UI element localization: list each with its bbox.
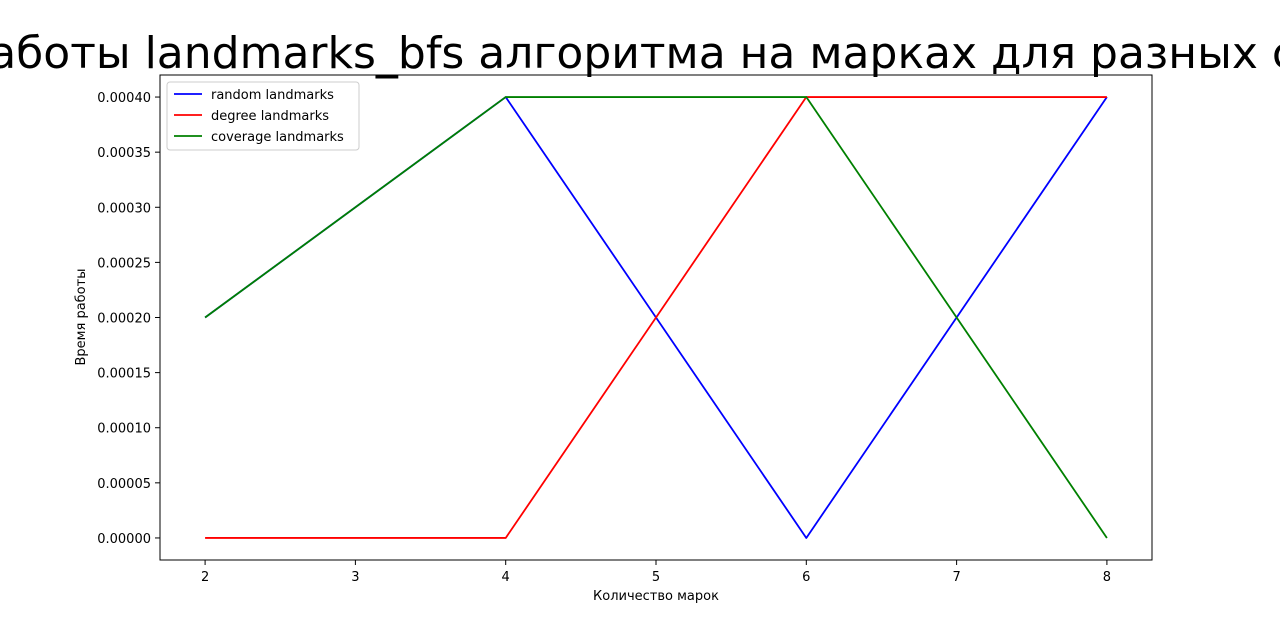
- x-tick-label: 2: [201, 570, 209, 585]
- legend-entry: degree landmarks: [211, 109, 329, 124]
- x-tick-label: 6: [802, 570, 810, 585]
- x-tick-label: 7: [952, 570, 960, 585]
- series-line-2: [205, 96, 1107, 539]
- y-tick-label: 0.00005: [97, 477, 151, 492]
- legend-entry: random landmarks: [211, 88, 334, 103]
- y-tick-label: 0.00000: [97, 532, 151, 547]
- y-tick-label: 0.00015: [97, 367, 151, 382]
- y-tick-label: 0.00025: [97, 256, 151, 271]
- y-tick-label: 0.00035: [97, 146, 151, 161]
- y-axis: 0.00000 0.00005 0.00010 0.00015 0.00020 0.000…: [97, 91, 160, 547]
- series-lines: [204, 96, 1108, 539]
- legend-entry: coverage landmarks: [211, 130, 344, 145]
- x-tick-label: 5: [652, 570, 660, 585]
- x-tick-label: 8: [1103, 570, 1111, 585]
- y-tick-label: 0.00010: [97, 422, 151, 437]
- legend-box: [166, 81, 360, 151]
- y-axis-label: Время работы: [74, 269, 89, 366]
- legend: random landmarks degree landmarks coverage…: [166, 81, 360, 151]
- chart-title: Время работы landmarks_bfs алгоритма на …: [0, 28, 1280, 79]
- series-line-3: [204, 96, 1108, 539]
- x-axis: 2 3 4 5 6 7 8: [201, 560, 1111, 585]
- y-tick-label: 0.00040: [97, 91, 151, 106]
- y-tick-label: 0.00030: [97, 201, 151, 216]
- x-tick-label: 3: [351, 570, 359, 585]
- x-tick-label: 4: [502, 570, 510, 585]
- x-axis-label: Количество марок: [593, 589, 719, 604]
- y-tick-label: 0.00020: [97, 312, 151, 327]
